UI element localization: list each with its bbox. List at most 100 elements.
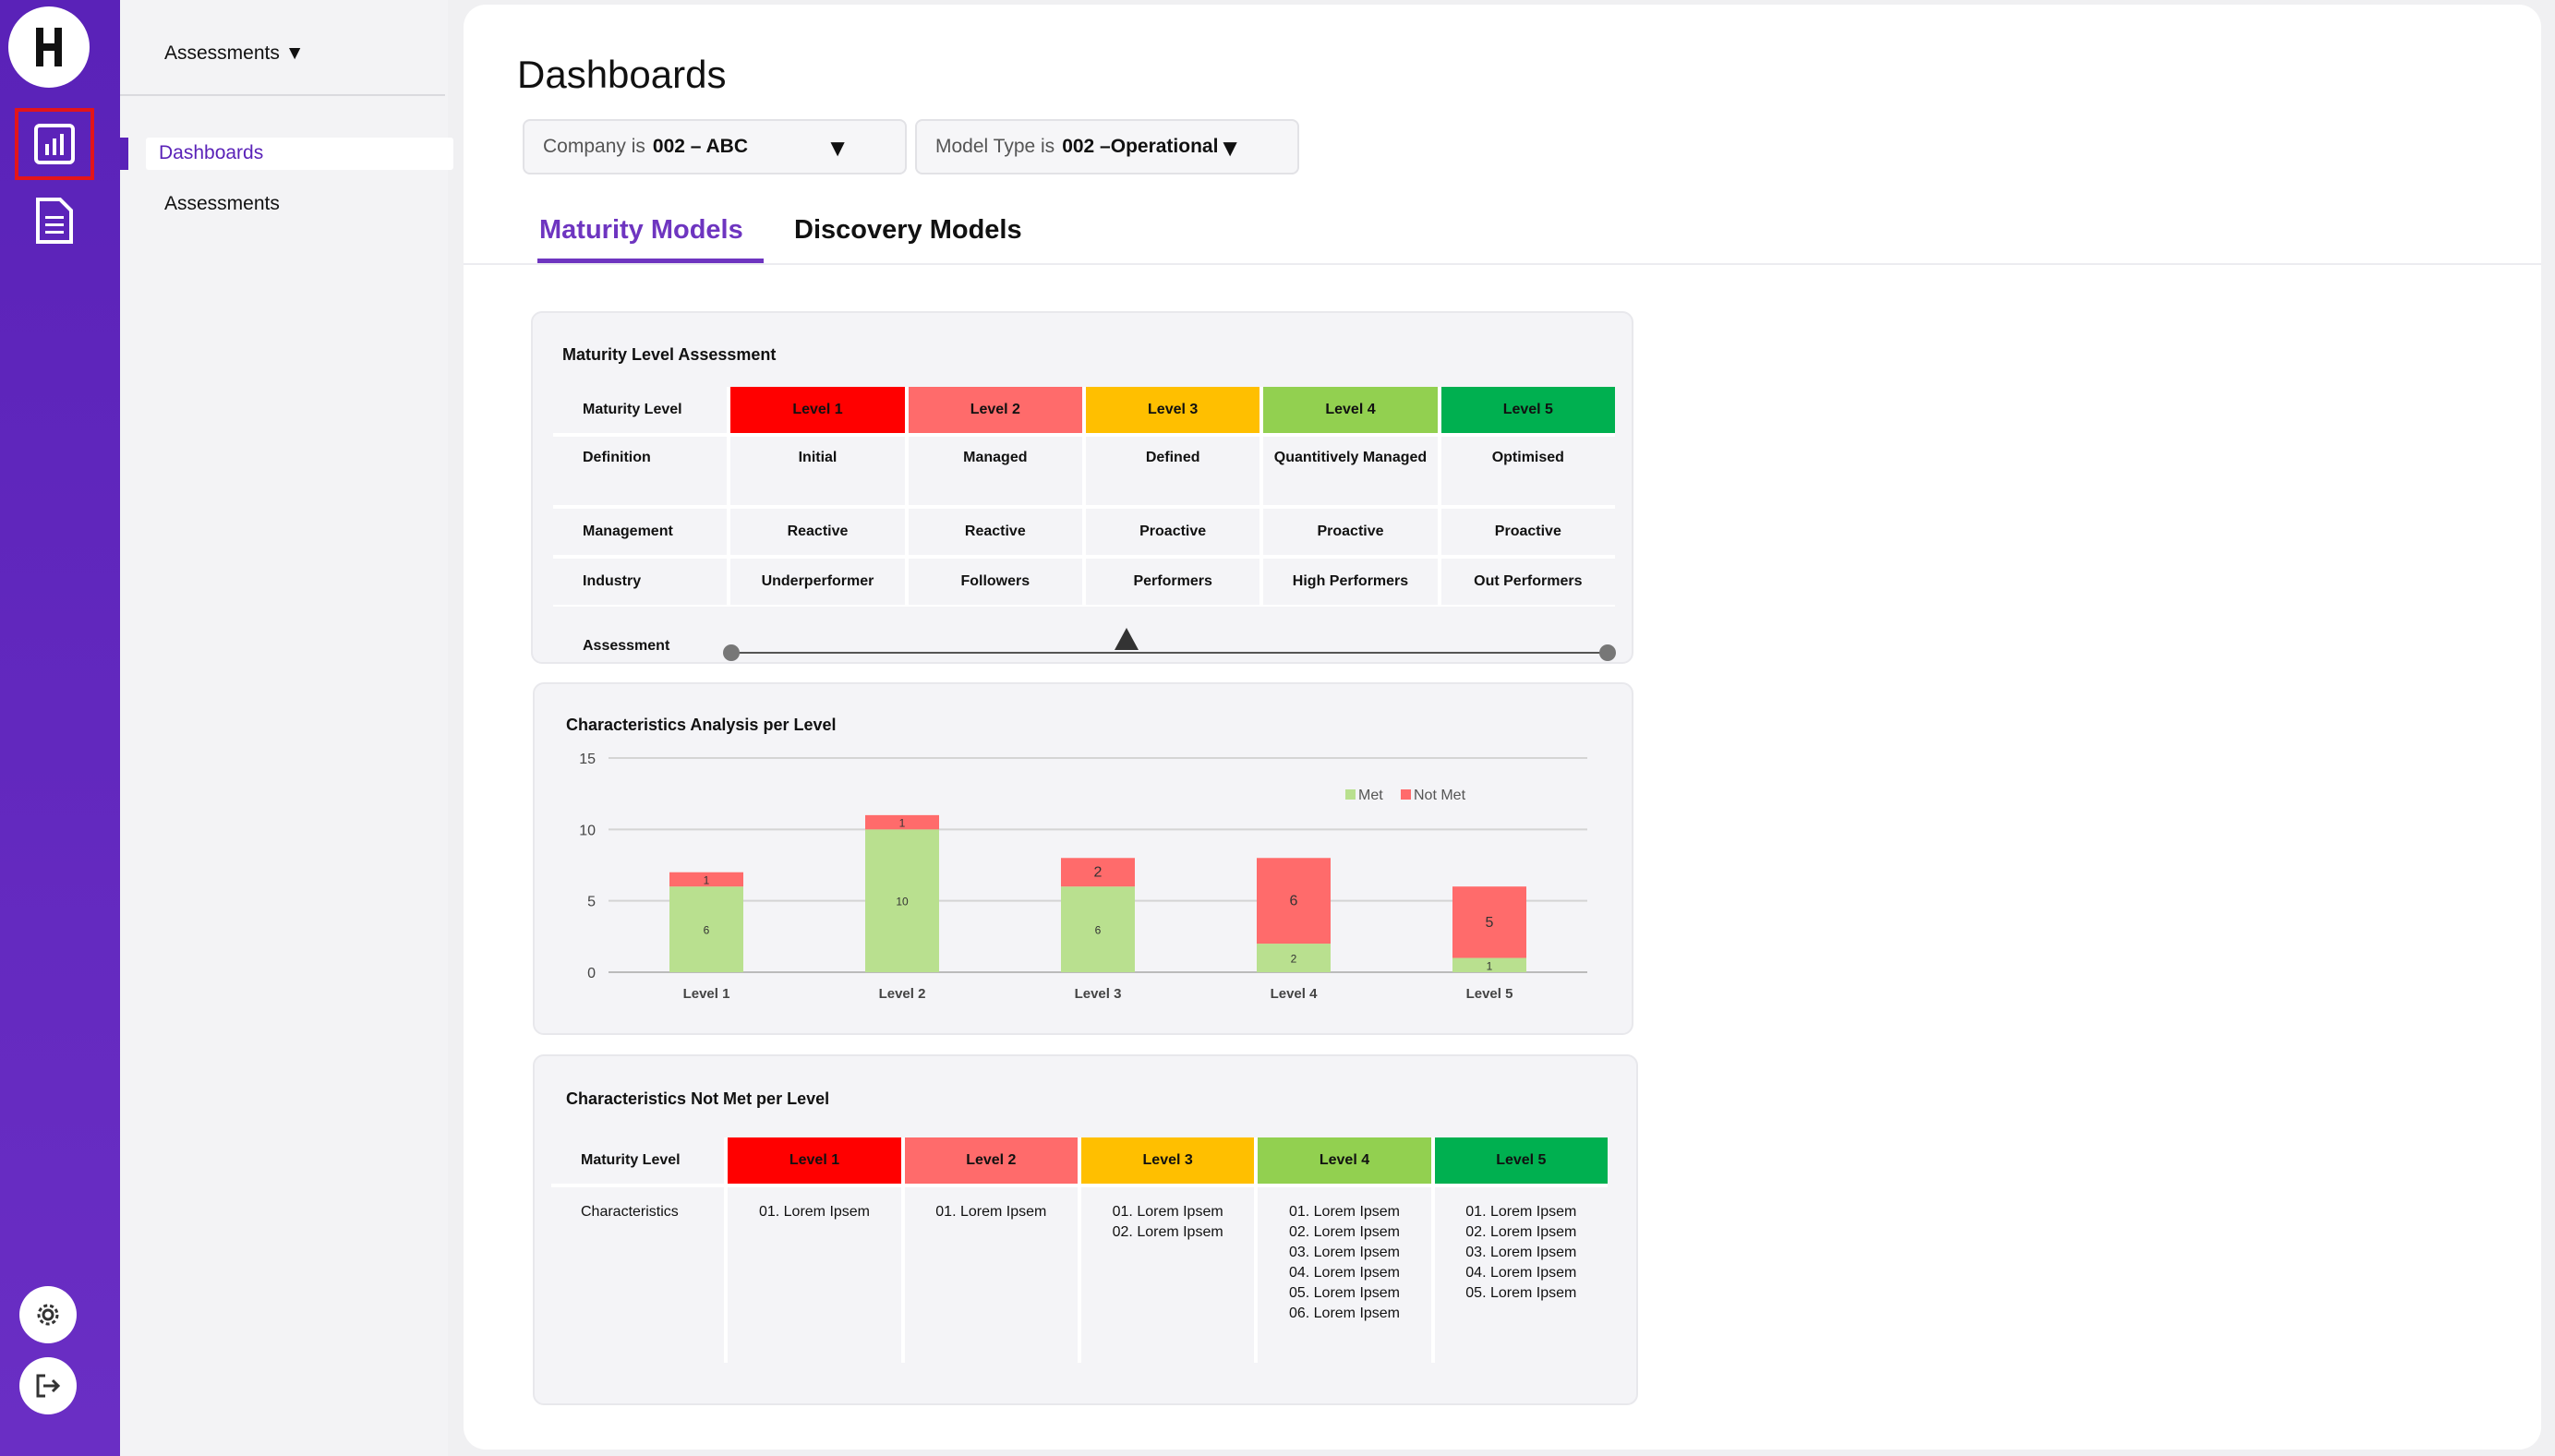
list-item: 01. Lorem Ipsem (758, 1204, 871, 1220)
row-label-cell: Industry (553, 559, 728, 605)
bar-met (1257, 944, 1331, 972)
company-filter-label: Company is (543, 136, 645, 157)
table-cell: Defined (1085, 437, 1260, 505)
level-header-cell: Level 2 (908, 387, 1082, 433)
bar-not-met (865, 814, 939, 830)
subnav-item-dashboards[interactable]: Dashboards (146, 138, 453, 170)
list-item: 02. Lorem Ipsem (1112, 1224, 1223, 1240)
app-logo[interactable]: H (8, 6, 90, 88)
characteristics-chart-card: Characteristics Analysis per Level 0 5 10 1… (533, 682, 1633, 1035)
characteristics-list-cell: 01. Lorem Ipsem (728, 1187, 901, 1363)
legend-swatch (1345, 789, 1356, 800)
header-cell: Maturity Level (553, 387, 728, 433)
bar-met (1061, 886, 1135, 972)
row-label-cell: Characteristics (551, 1187, 725, 1363)
list-item: 03. Lorem Ipsem (1288, 1245, 1401, 1260)
data-label: 6 (704, 924, 710, 937)
table-cell: Optimised (1440, 437, 1615, 505)
chevron-down-icon: ▼ (826, 134, 850, 162)
characteristics-list-cell: 01. Lorem Ipsem 02. Lorem Ipsem (1080, 1187, 1255, 1363)
data-label: 2 (1094, 865, 1103, 881)
x-tick-label: Level 2 (879, 986, 926, 1002)
model-type-filter-value: 002 –Operational (1062, 136, 1219, 157)
list-item: 02. Lorem Ipsem (1288, 1224, 1401, 1240)
company-filter-value: 002 – ABC (652, 136, 748, 157)
level-header-cell: Level 5 (1440, 387, 1615, 433)
tab-maturity-models[interactable]: Maturity Models (539, 215, 743, 245)
table-cell: Managed (908, 437, 1082, 505)
data-label: 6 (1095, 924, 1102, 937)
nav-dashboards-button[interactable] (15, 108, 94, 180)
chart-title: Characteristics Analysis per Level (566, 716, 837, 734)
data-label: 6 (1290, 894, 1298, 909)
dashboard-chart-icon (34, 124, 75, 164)
active-tab-underline (537, 259, 764, 263)
list-item: 01. Lorem Ipsem (935, 1204, 1047, 1220)
subnav-divider (120, 94, 445, 96)
y-tick-label: 10 (579, 823, 596, 838)
list-item: 04. Lorem Ipsem (1465, 1265, 1577, 1281)
bar-not-met (1061, 858, 1135, 887)
x-tick-label: Level 1 (683, 986, 730, 1002)
main-panel: Dashboards Company is 002 – ABC ▼ Model … (464, 5, 2541, 1450)
characteristics-list-cell: 01. Lorem Ipsem 02. Lorem Ipsem 03. Lorem … (1258, 1187, 1431, 1363)
nav-documents-button[interactable] (15, 185, 94, 257)
table-cell: Reactive (908, 509, 1082, 555)
table-cell: Initial (730, 437, 905, 505)
assessments-dropdown[interactable]: Assessments ▼ (164, 42, 305, 64)
level-header-cell: Level 1 (728, 1137, 901, 1184)
company-filter[interactable]: Company is 002 – ABC ▼ (523, 119, 907, 174)
document-icon (36, 198, 73, 244)
bar-met (1452, 957, 1526, 972)
legend-swatch (1401, 789, 1411, 800)
list-item: 01. Lorem Ipsem (1465, 1204, 1577, 1220)
assessment-start-dot (723, 644, 740, 661)
level-header-cell: Level 5 (1434, 1137, 1608, 1184)
table-cell: Reactive (730, 509, 905, 555)
model-type-filter[interactable]: Model Type is 002 –Operational ▼ (915, 119, 1299, 174)
logout-button[interactable] (19, 1357, 77, 1414)
level-header-cell: Level 1 (730, 387, 905, 433)
list-item: 06. Lorem Ipsem (1288, 1306, 1401, 1321)
table-cell: Quantitively Managed (1263, 437, 1438, 505)
data-label: 1 (1487, 959, 1493, 972)
table-cell: Followers (908, 559, 1082, 605)
assessment-label: Assessment (583, 638, 670, 654)
table-cell: Proactive (1440, 509, 1615, 555)
active-indicator (120, 138, 128, 170)
logout-icon (36, 1374, 61, 1398)
bar-met (865, 829, 939, 972)
table-cell: Proactive (1263, 509, 1438, 555)
characteristics-list: 01. Lorem Ipsem (759, 1202, 870, 1222)
maturity-assessment-card: Maturity Level Assessment Maturity Level… (531, 311, 1633, 664)
y-tick-label: 5 (587, 895, 596, 910)
assessment-track (731, 652, 1609, 654)
bar-not-met (1452, 886, 1526, 958)
row-label-cell: Definition (553, 437, 728, 505)
characteristics-list: 01. Lorem Ipsem 02. Lorem Ipsem 03. Lorem … (1289, 1202, 1400, 1324)
row-label-cell: Management (553, 509, 728, 555)
characteristics-not-met-card: Characteristics Not Met per Level Maturi… (533, 1054, 1638, 1405)
data-label: 2 (1291, 953, 1297, 966)
characteristics-list: 01. Lorem Ipsem 02. Lorem Ipsem (1113, 1202, 1223, 1243)
assessment-marker (1114, 628, 1139, 650)
level-header-cell: Level 2 (904, 1137, 1078, 1184)
level-header-cell: Level 4 (1258, 1137, 1431, 1184)
tab-discovery-models[interactable]: Discovery Models (794, 215, 1022, 245)
legend-label: Met (1358, 788, 1383, 803)
sub-navigation: Assessments ▼ Dashboards Assessments (120, 0, 453, 1456)
x-tick-label: Level 4 (1271, 986, 1319, 1002)
data-label: 1 (704, 873, 710, 886)
y-tick-label: 0 (587, 966, 596, 981)
chevron-down-icon: ▼ (1218, 134, 1242, 162)
table-cell: Out Performers (1440, 559, 1615, 605)
table-cell: Proactive (1085, 509, 1260, 555)
list-item: 05. Lorem Ipsem (1288, 1285, 1401, 1301)
subnav-item-assessments[interactable]: Assessments (164, 193, 280, 214)
settings-button[interactable] (19, 1286, 77, 1343)
level-header-cell: Level 4 (1263, 387, 1438, 433)
characteristics-list: 01. Lorem Ipsem 02. Lorem Ipsem 03. Lorem … (1465, 1202, 1576, 1304)
list-item: 04. Lorem Ipsem (1288, 1265, 1401, 1281)
characteristics-list: 01. Lorem Ipsem (935, 1202, 1046, 1222)
y-tick-label: 15 (579, 752, 596, 767)
